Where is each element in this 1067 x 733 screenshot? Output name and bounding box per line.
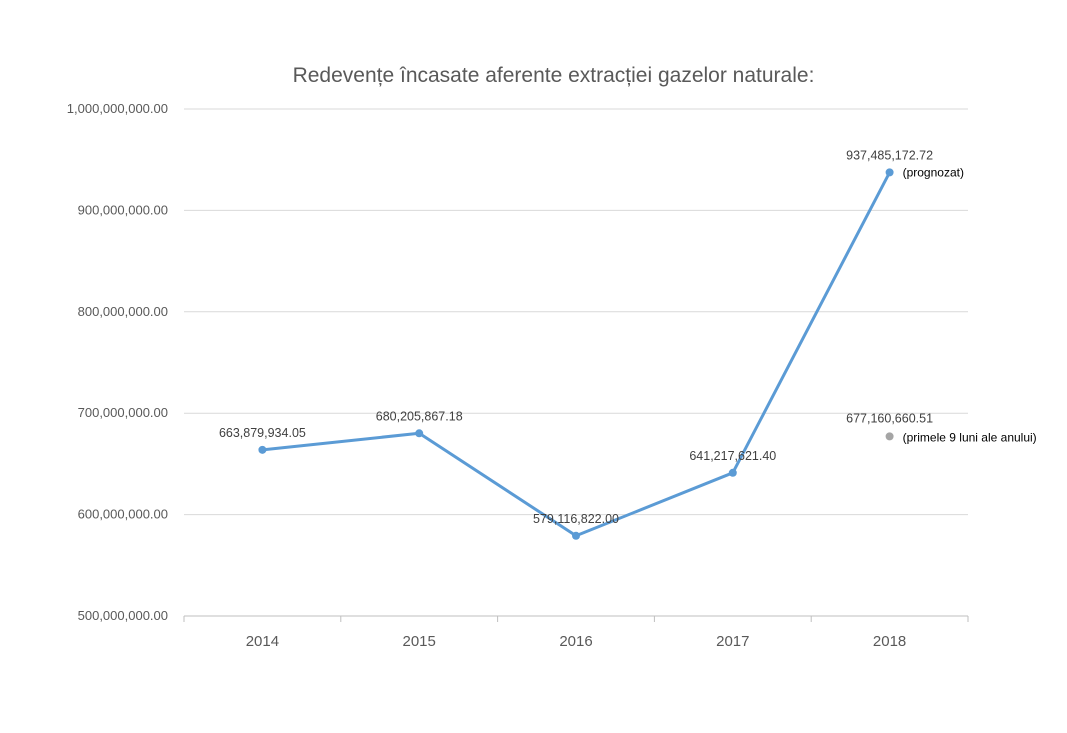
- y-tick-label: 900,000,000.00: [78, 202, 168, 217]
- extra-point-note: (primele 9 luni ale anului): [903, 430, 1037, 444]
- annotation-label: (prognozat): [903, 165, 964, 179]
- data-label: 937,485,172.72: [846, 148, 933, 162]
- data-point: [728, 468, 737, 477]
- y-tick-label: 500,000,000.00: [78, 608, 168, 623]
- x-tick-label: 2015: [403, 633, 436, 650]
- data-point: [415, 429, 424, 438]
- x-tick-label: 2018: [873, 633, 906, 650]
- data-label: 680,205,867.18: [376, 409, 463, 423]
- series-path: [262, 171, 891, 538]
- data-labels: 663,879,934.05 680,205,867.18 579,116,822.…: [219, 148, 964, 525]
- data-point: [572, 531, 580, 540]
- x-axis: 2014 2015 2016 2017 2018: [183, 616, 969, 650]
- x-tick-label: 2014: [246, 633, 279, 650]
- gridlines: [184, 108, 968, 617]
- y-tick-label: 800,000,000.00: [78, 304, 168, 319]
- y-tick-label: 600,000,000.00: [78, 507, 168, 522]
- y-axis-tick-labels: 500,000,000.00 600,000,000.00 700,000,000.…: [67, 101, 168, 623]
- data-label: 663,879,934.05: [219, 426, 306, 440]
- x-tick-label: 2017: [716, 633, 749, 650]
- data-point: [885, 168, 894, 177]
- data-point: [258, 445, 267, 454]
- data-label: 579,116,822.00: [533, 512, 619, 526]
- series-line: [258, 168, 894, 540]
- extra-points: 677,160,660.51 (primele 9 luni ale anului…: [846, 411, 1037, 444]
- extra-data-label: 677,160,660.51: [846, 411, 933, 425]
- y-tick-label: 1,000,000,000.00: [67, 101, 168, 116]
- extra-data-point: [885, 432, 894, 441]
- data-label: 641,217,621.40: [689, 449, 776, 463]
- y-tick-label: 700,000,000.00: [78, 405, 168, 420]
- chart-title: Redevențe încasate aferente extracției g…: [292, 64, 815, 87]
- x-tick-label: 2016: [559, 633, 592, 650]
